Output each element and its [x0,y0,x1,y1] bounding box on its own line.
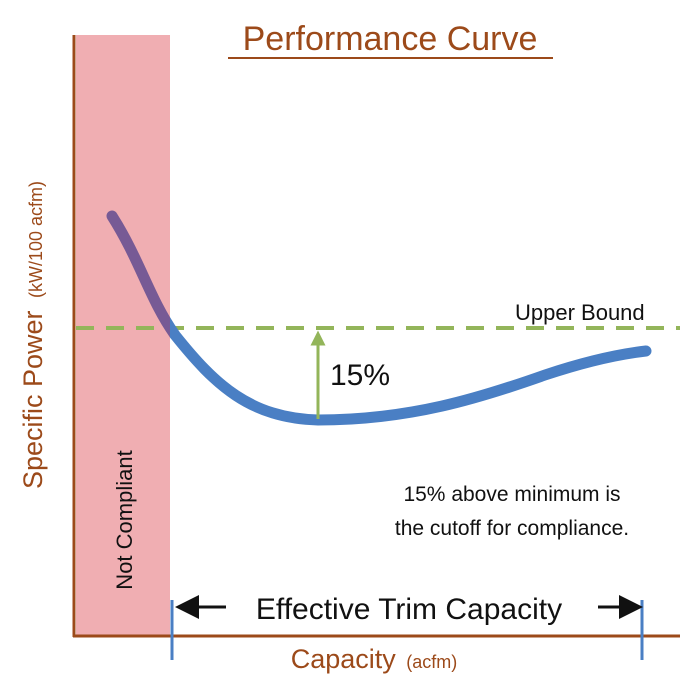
x-axis-label: Capacity (acfm) [291,644,458,674]
diagram-title: Performance Curve [243,20,538,58]
y-axis-label: Specific Power (kW/100 acfm) [18,181,48,489]
x-axis-unit: (acfm) [406,652,457,672]
note-line-2: the cutoff for compliance. [395,517,629,540]
note-line-1: 15% above minimum is [403,483,620,506]
y-axis-main: Specific Power [18,310,48,489]
not-compliant-label: Not Compliant [112,450,137,589]
not-compliant-region [76,35,170,635]
effective-trim-label: Effective Trim Capacity [256,593,562,626]
percent-label: 15% [330,359,390,392]
performance-curve [106,210,652,426]
x-axis-main: Capacity [291,644,397,674]
upper-bound-label: Upper Bound [515,300,645,325]
y-axis-unit: (kW/100 acfm) [26,181,46,298]
